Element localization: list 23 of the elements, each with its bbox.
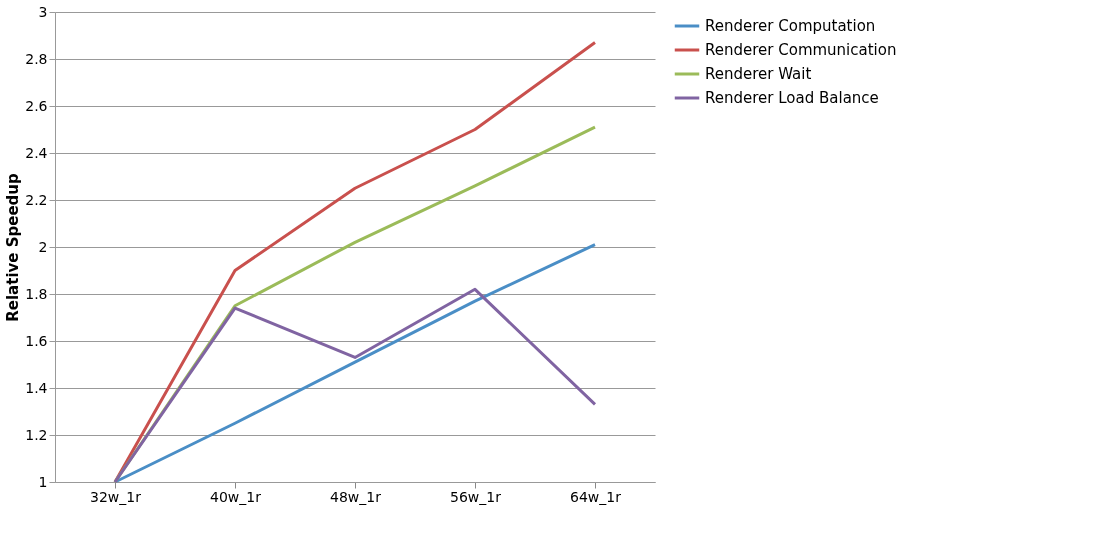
y-tick-label: 1.4 bbox=[25, 379, 48, 396]
line-series bbox=[113, 287, 597, 484]
y-tick-label: 1.8 bbox=[25, 285, 48, 302]
y-tick-label: 1.6 bbox=[25, 332, 48, 349]
x-tick-label: 40w_1r bbox=[210, 488, 262, 505]
y-tick-label: 2.8 bbox=[25, 50, 48, 67]
line-series bbox=[113, 243, 597, 484]
y-tick-label: 1 bbox=[38, 473, 48, 490]
y-tick-label: 2.6 bbox=[25, 97, 48, 114]
y-tick-label: 2.2 bbox=[25, 191, 48, 208]
y-axis-title: Relative Speedup bbox=[4, 172, 23, 322]
x-tick-label: 48w_1r bbox=[330, 488, 382, 505]
y-tick-label: 2 bbox=[38, 238, 48, 255]
legend-label: Renderer Load Balance bbox=[705, 89, 879, 107]
legend-label: Renderer Computation bbox=[705, 17, 876, 35]
legend-label: Renderer Communication bbox=[705, 41, 897, 59]
x-tick-label: 64w_1r bbox=[570, 488, 622, 505]
y-tick-label: 1.2 bbox=[25, 426, 48, 443]
y-tick-label: 3 bbox=[38, 3, 48, 20]
x-tick-label: 56w_1r bbox=[450, 488, 502, 505]
x-tick-label: 32w_1r bbox=[90, 488, 142, 505]
y-tick-label: 2.4 bbox=[25, 144, 48, 161]
legend-label: Renderer Wait bbox=[705, 65, 812, 83]
